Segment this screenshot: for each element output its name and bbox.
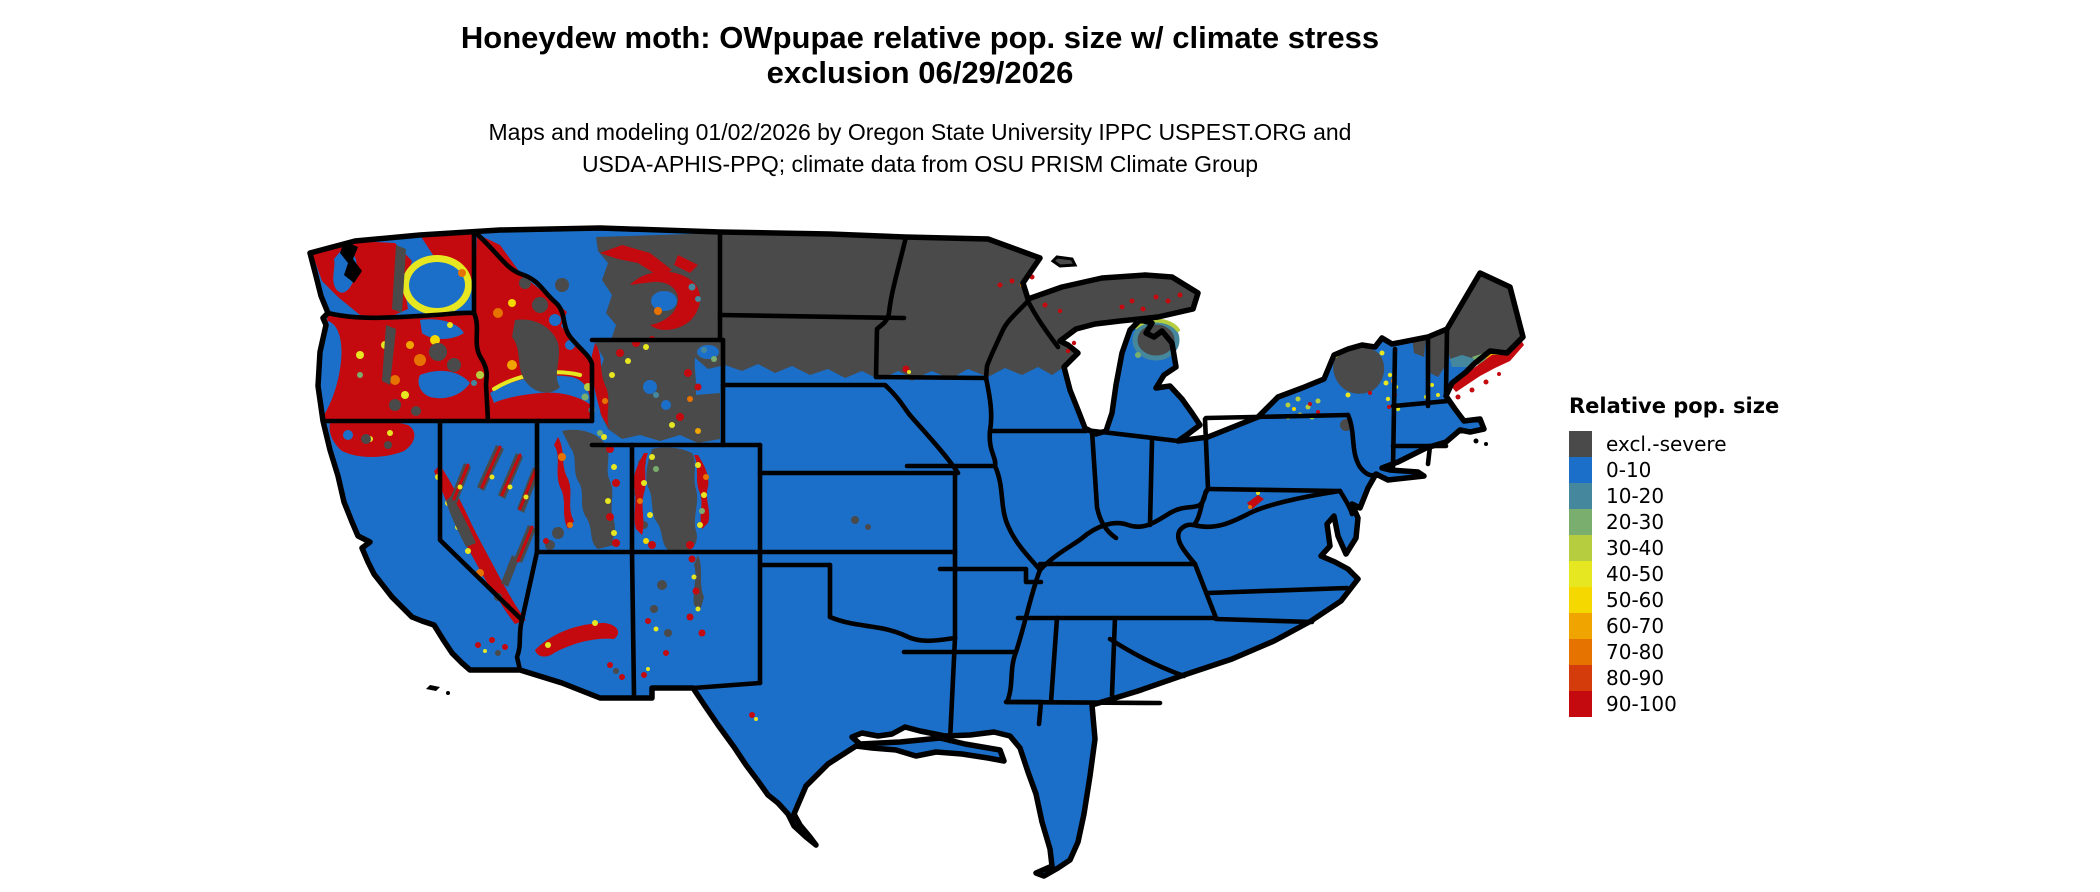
subtitle-line-1: Maps and modeling 01/02/2026 by Oregon S…	[488, 119, 1352, 145]
legend-label: excl.-severe	[1606, 432, 1727, 456]
legend-label: 0-10	[1606, 458, 1652, 482]
legend-swatch-60-70	[1569, 613, 1592, 639]
legend-swatch-90-100	[1569, 691, 1592, 717]
marthas-vineyard-island	[1484, 442, 1488, 446]
legend-swatch-80-90	[1569, 665, 1592, 691]
puget-sound-water	[340, 241, 362, 283]
legend-item: excl.-severe	[1569, 431, 1869, 457]
legend-item: 50-60	[1569, 587, 1869, 613]
coast-outline	[307, 225, 1526, 879]
legend-label: 50-60	[1606, 588, 1665, 612]
header: Honeydew moth: OWpupae relative pop. siz…	[0, 20, 1840, 180]
legend-item: 80-90	[1569, 665, 1869, 691]
legend-swatch-10-20	[1569, 483, 1592, 509]
subtitle-line-2: USDA-APHIS-PPQ; climate data from OSU PR…	[581, 151, 1259, 177]
east-details	[997, 273, 1524, 509]
legend-label: 60-70	[1606, 614, 1665, 638]
legend-label: 10-20	[1606, 484, 1665, 508]
state-borders	[320, 229, 1451, 744]
legend-item: 0-10	[1569, 457, 1869, 483]
legend-swatch-20-30	[1569, 509, 1592, 535]
us-map	[300, 225, 1540, 892]
legend-item: 90-100	[1569, 691, 1869, 717]
legend-label: 30-40	[1606, 536, 1665, 560]
legend-swatch-excl-severe	[1569, 431, 1592, 457]
title-line-1: Honeydew moth: OWpupae relative pop. siz…	[460, 20, 1380, 55]
channel-islands	[426, 685, 440, 691]
legend-swatch-40-50	[1569, 561, 1592, 587]
stress-fringes	[452, 336, 911, 721]
legend-item: 30-40	[1569, 535, 1869, 561]
page-title: Honeydew moth: OWpupae relative pop. siz…	[0, 20, 1840, 90]
legend-label: 20-30	[1606, 510, 1665, 534]
title-line-2: exclusion 06/29/2026	[766, 55, 1074, 90]
legend-label: 70-80	[1606, 640, 1665, 664]
legend-label: 90-100	[1606, 692, 1677, 716]
legend-item: 20-30	[1569, 509, 1869, 535]
legend-swatch-0-10	[1569, 457, 1592, 483]
legend-swatch-70-80	[1569, 639, 1592, 665]
legend-item: 60-70	[1569, 613, 1869, 639]
nantucket-island	[1473, 438, 1479, 444]
legend-item: 70-80	[1569, 639, 1869, 665]
channel-island-dot	[446, 691, 450, 695]
legend-item: 10-20	[1569, 483, 1869, 509]
legend-swatch-30-40	[1569, 535, 1592, 561]
legend: Relative pop. size excl.-severe 0-10 10-…	[1569, 394, 1869, 717]
legend-label: 40-50	[1606, 562, 1665, 586]
legend-item: 40-50	[1569, 561, 1869, 587]
legend-label: 80-90	[1606, 666, 1665, 690]
subtitle: Maps and modeling 01/02/2026 by Oregon S…	[0, 116, 1840, 180]
legend-swatch-50-60	[1569, 587, 1592, 613]
legend-title: Relative pop. size	[1569, 394, 1780, 418]
us-map-svg	[307, 225, 1526, 879]
excluded-region-north	[596, 233, 1198, 380]
